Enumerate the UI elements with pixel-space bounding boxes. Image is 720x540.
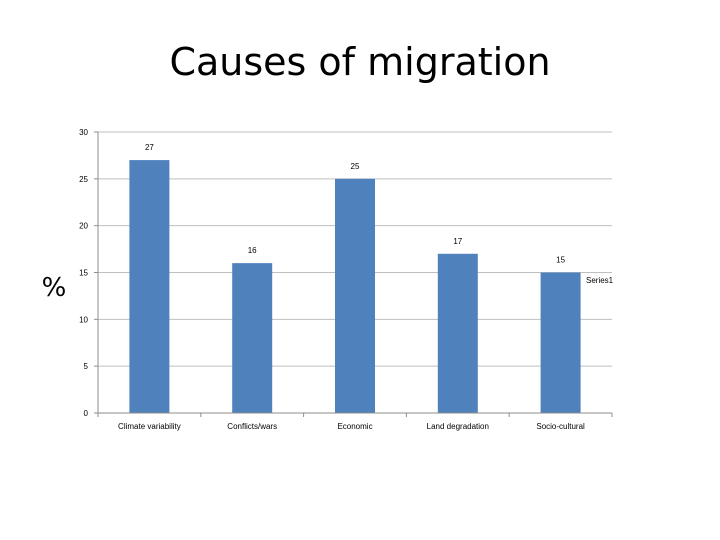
bar — [437, 253, 478, 413]
bars — [129, 160, 581, 413]
bar — [129, 160, 170, 413]
y-axis-label: % — [42, 273, 67, 303]
y-tick-label: 20 — [79, 222, 88, 231]
data-label: 17 — [453, 237, 462, 246]
x-tick-label: Climate variability — [118, 422, 181, 431]
bar — [232, 263, 273, 413]
x-tick-label: Socio-cultural — [536, 422, 585, 431]
y-tick-label: 5 — [84, 362, 89, 371]
y-tick-label: 30 — [79, 128, 88, 137]
legend-label: Series1 — [586, 276, 614, 285]
bar — [540, 272, 581, 413]
y-tick-label: 10 — [79, 315, 88, 324]
x-tick-label: Economic — [337, 422, 372, 431]
x-tick-label: Conflicts/wars — [227, 422, 277, 431]
labels: 0 5 10 15 20 25 30 27 Climate variability 16 Confl… — [79, 128, 614, 431]
data-label: 25 — [351, 162, 360, 171]
x-tick-label: Land degradation — [427, 422, 489, 431]
y-tick-label: 0 — [84, 409, 89, 418]
y-tick-label: 25 — [79, 175, 88, 184]
data-label: 15 — [556, 256, 565, 265]
data-label: 16 — [248, 246, 257, 255]
y-tick-label: 15 — [79, 269, 88, 278]
chart-title: Causes of migration — [169, 40, 551, 84]
data-label: 27 — [145, 143, 154, 152]
axes — [94, 131, 613, 417]
bar — [335, 178, 375, 413]
